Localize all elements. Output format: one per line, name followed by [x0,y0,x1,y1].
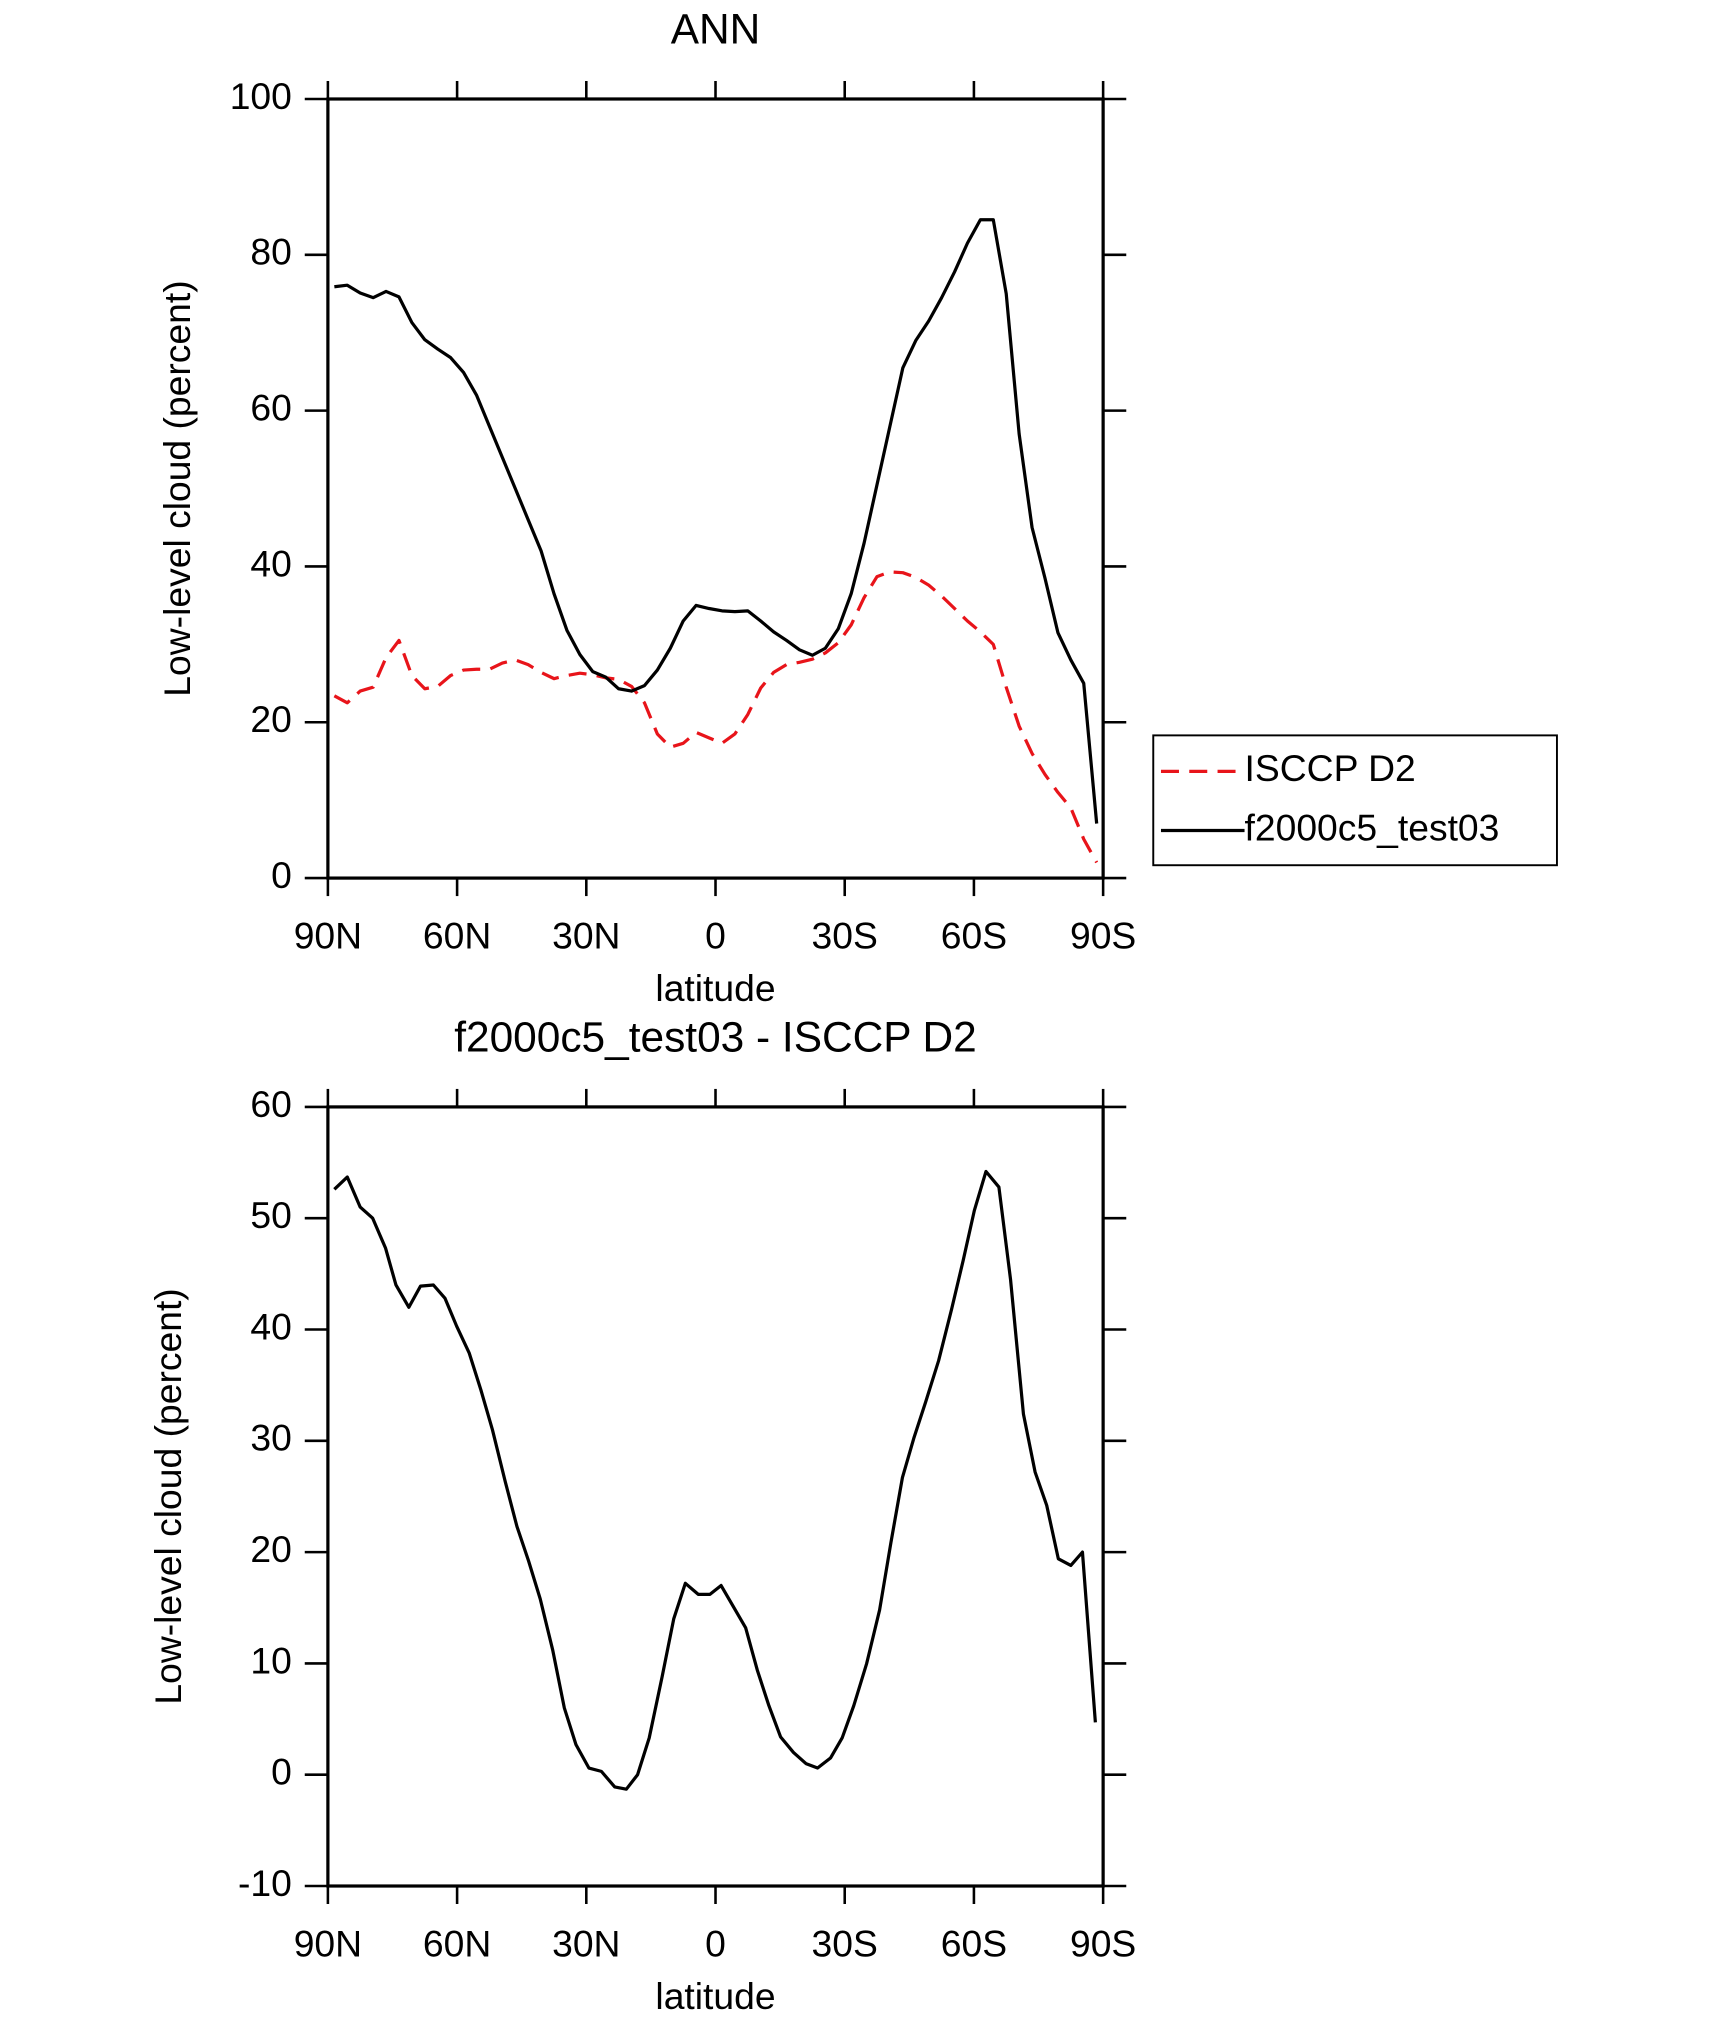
x-tick-label: 60S [941,914,1007,956]
y-tick-label: 100 [230,75,292,117]
x-tick-label: 30S [812,914,878,956]
y-tick-label: 60 [250,386,291,428]
x-tick-label: 60N [423,1922,491,1964]
data-line [333,1169,1097,1791]
y-tick-label: 10 [250,1639,291,1681]
x-tick-label: 90S [1070,1922,1136,1964]
legend-label: ISCCP D2 [1245,747,1416,789]
y-tick-label: 20 [250,1528,291,1570]
y-axis-label: Low-level cloud (percent) [147,1288,189,1704]
x-tick-label: 90N [294,914,362,956]
y-tick-label: 0 [271,854,292,896]
y-tick-label: 30 [250,1417,291,1459]
x-tick-label: 0 [705,914,726,956]
chart-title: f2000c5_test03 - ISCCP D2 [454,1013,977,1060]
x-tick-label: 60S [941,1922,1007,1964]
y-tick-label: 40 [250,1305,291,1347]
y-tick-label: 0 [271,1751,292,1793]
legend-box [1152,734,1558,867]
plot-frame [326,1105,1105,1888]
chart-title: ANN [671,5,761,52]
y-tick-label: 80 [250,231,291,273]
plot-frame [326,97,1105,880]
y-axis-label: Low-level cloud (percent) [156,280,198,696]
y-tick-label: 60 [250,1083,291,1125]
y-tick-label: 40 [250,542,291,584]
data-line [333,570,1099,864]
y-tick-label: 50 [250,1194,291,1236]
x-tick-label: 30N [552,914,620,956]
x-tick-label: 90N [294,1922,362,1964]
x-axis-label: latitude [655,967,775,1009]
x-axis-label: latitude [655,1975,775,2017]
x-tick-label: 60N [423,914,491,956]
legend-label: f2000c5_test03 [1245,806,1500,848]
y-tick-label: 20 [250,698,291,740]
data-line [334,218,1099,824]
y-tick-label: -10 [238,1862,292,1904]
x-tick-label: 30S [812,1922,878,1964]
x-tick-label: 0 [705,1922,726,1964]
x-tick-label: 30N [552,1922,620,1964]
x-tick-label: 90S [1070,914,1136,956]
